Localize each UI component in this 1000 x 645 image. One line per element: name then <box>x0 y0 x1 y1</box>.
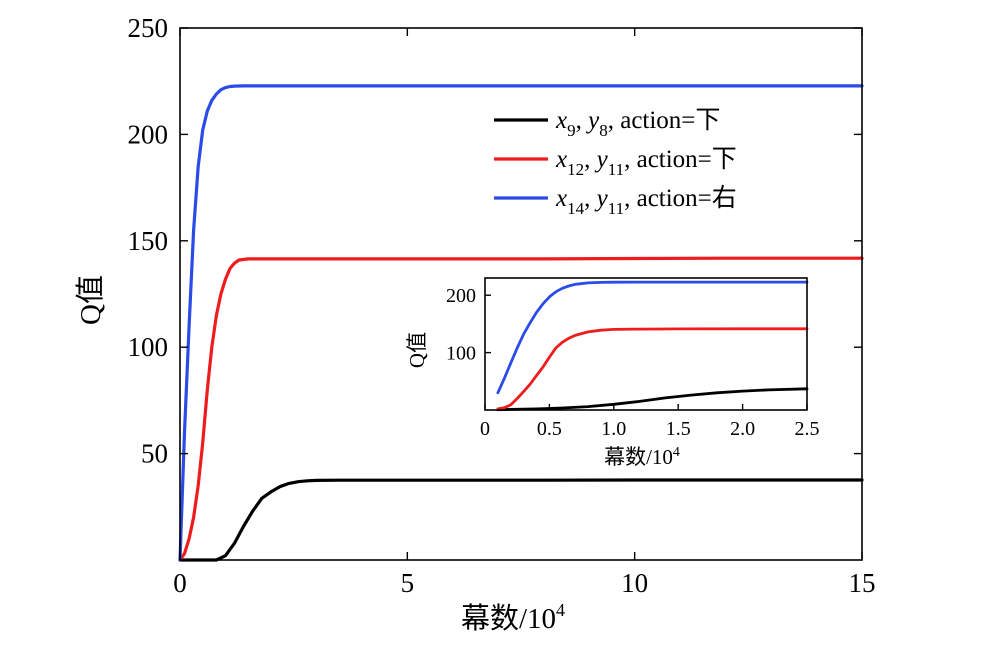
inset-x-axis-label: 幕数/104 <box>604 445 680 469</box>
main-plot-frame <box>179 27 863 561</box>
legend-label-2-part-1: 14 <box>567 199 585 218</box>
legend-label-0-part-0: x <box>555 107 567 134</box>
legend-label-2-part-5: , action=右 <box>624 184 737 212</box>
main-series-1-line <box>178 256 864 562</box>
main-x-tick-label-0: 0 <box>173 568 187 598</box>
legend-label-1-part-3: y <box>594 146 609 173</box>
main-y-tick-label-3: 200 <box>128 119 169 149</box>
inset-y-axis-label: Q值 <box>405 332 429 368</box>
legend-label-1-part-1: 12 <box>567 160 584 179</box>
inset-plot: 0 0.5 1.0 1.5 2.0 2.5 100 200 幕数/104 Q值 <box>405 277 820 469</box>
legend-label-1-part-0: x <box>555 146 567 173</box>
inset-plot-frame <box>484 277 808 411</box>
main-series-2-line <box>178 84 864 562</box>
main-y-tick-label-0: 50 <box>141 439 168 469</box>
main-x-tick-label-1: 5 <box>401 568 415 598</box>
legend-label-0-part-3: y <box>585 107 600 134</box>
inset-y-tick-label-0: 100 <box>446 343 476 365</box>
main-y-tick-label-4: 250 <box>128 13 169 43</box>
legend-label-2-part-0: x <box>555 185 567 212</box>
inset-x-tick-label-3: 1.5 <box>666 418 691 440</box>
legend-label-1-part-5: , action=下 <box>624 146 737 173</box>
main-x-tick-label-2: 10 <box>621 568 648 598</box>
legend-label-0-part-2: , <box>576 107 589 134</box>
main-y-axis-label: Q值 <box>74 275 107 325</box>
legend-label-1: x12, y11, action=下 <box>555 146 737 179</box>
legend-label-1-part-2: , <box>584 146 597 173</box>
main-y-tick-label-1: 100 <box>128 332 169 362</box>
legend-label-2-part-4: 11 <box>608 199 624 218</box>
legend-label-2: x14, y11, action=右 <box>555 184 737 218</box>
main-plot: 0 5 10 15 50 100 150 200 250 幕数/104 Q值 <box>74 13 876 635</box>
inset-y-tick-label-1: 200 <box>446 285 476 307</box>
legend-label-2-part-2: , <box>584 185 597 212</box>
inset-series-0-line <box>496 387 809 412</box>
inset-series-1-line <box>496 327 809 411</box>
inset-x-axis-label-sup: 4 <box>673 445 680 460</box>
inset-series-2-line <box>496 280 809 395</box>
inset-x-tick-label-0: 0 <box>480 418 490 440</box>
legend-label-1-part-4: 11 <box>608 160 624 179</box>
inset-x-tick-label-1: 0.5 <box>537 418 562 440</box>
main-x-axis-label: 幕数/104 <box>461 600 565 635</box>
inset-x-tick-label-2: 1.0 <box>601 418 626 440</box>
legend-label-0-part-1: 9 <box>567 121 576 140</box>
inset-background <box>485 278 807 410</box>
legend-label-0: x9, y8, action=下 <box>555 107 720 140</box>
legend-label-0-part-4: 8 <box>599 121 608 140</box>
legend-label-2-part-3: y <box>594 185 609 212</box>
main-x-tick-label-3: 15 <box>849 568 876 598</box>
main-x-axis-label-sup: 4 <box>556 600 565 620</box>
inset-x-tick-label-4: 2.0 <box>730 418 755 440</box>
legend-label-0-part-5: , action=下 <box>608 107 721 134</box>
main-y-tick-label-2: 150 <box>128 226 169 256</box>
inset-x-tick-label-5: 2.5 <box>795 418 820 440</box>
main-series-0-line <box>178 478 864 562</box>
